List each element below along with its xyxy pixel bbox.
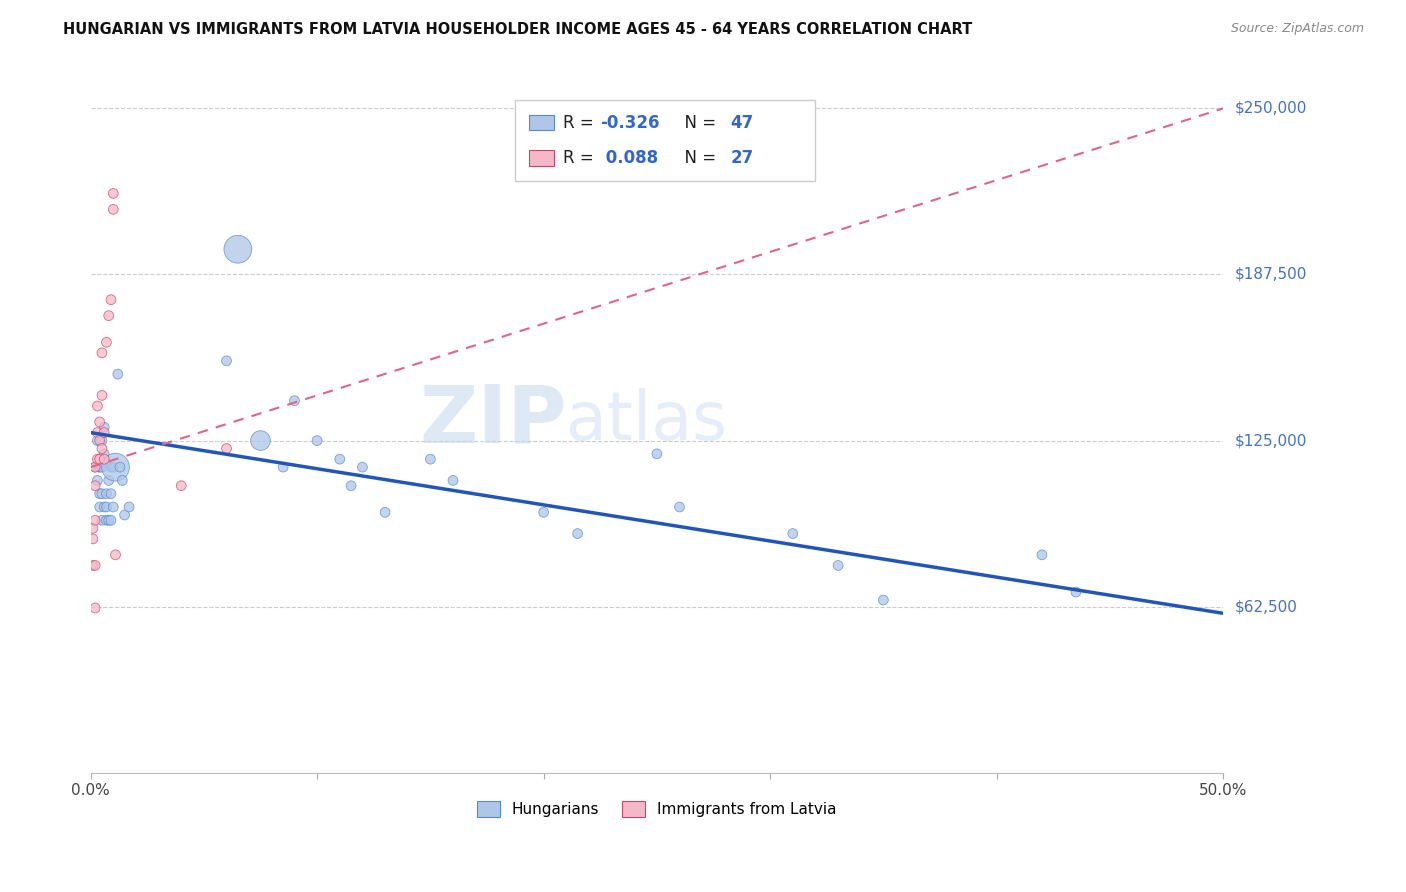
Point <box>84 460 107 475</box>
Point <box>96 486 118 500</box>
Point <box>108 460 131 475</box>
Point <box>93 500 115 514</box>
Point <box>1064 585 1087 599</box>
Text: $125,000: $125,000 <box>1234 433 1306 448</box>
Point <box>96 513 118 527</box>
Point <box>91 513 114 527</box>
Point <box>100 293 122 307</box>
Point <box>84 513 107 527</box>
Point <box>86 474 108 488</box>
Point <box>283 393 305 408</box>
Point <box>226 242 249 256</box>
Point <box>827 558 849 573</box>
Point <box>91 460 114 475</box>
Point <box>96 500 118 514</box>
Point <box>93 447 115 461</box>
Point <box>91 486 114 500</box>
Point <box>97 513 120 527</box>
Point <box>103 202 125 217</box>
Point <box>89 415 111 429</box>
Text: N =: N = <box>673 149 721 167</box>
Point <box>114 508 136 522</box>
Point <box>104 548 127 562</box>
Point <box>249 434 271 448</box>
Point <box>782 526 804 541</box>
Point <box>86 452 108 467</box>
FancyBboxPatch shape <box>516 100 815 181</box>
Point <box>645 447 668 461</box>
FancyBboxPatch shape <box>529 150 554 166</box>
Text: 27: 27 <box>731 149 754 167</box>
Text: R =: R = <box>562 149 599 167</box>
Point <box>419 452 441 467</box>
Text: $62,500: $62,500 <box>1234 599 1298 615</box>
Point <box>89 434 111 448</box>
Point <box>1031 548 1053 562</box>
Point <box>86 434 108 448</box>
Point <box>103 500 125 514</box>
Point <box>215 442 238 456</box>
Point <box>91 434 114 448</box>
Point <box>352 460 374 475</box>
Text: N =: N = <box>673 114 721 132</box>
Point <box>100 460 122 475</box>
Point <box>441 474 464 488</box>
Point <box>89 460 111 475</box>
Point <box>100 513 122 527</box>
Point <box>107 367 129 381</box>
Text: $250,000: $250,000 <box>1234 101 1306 116</box>
Point <box>86 399 108 413</box>
Point <box>89 500 111 514</box>
Point <box>118 500 141 514</box>
Text: Source: ZipAtlas.com: Source: ZipAtlas.com <box>1230 22 1364 36</box>
Text: R =: R = <box>562 114 599 132</box>
Text: 0.088: 0.088 <box>600 149 658 167</box>
Point <box>307 434 329 448</box>
Text: $187,500: $187,500 <box>1234 267 1306 282</box>
Point <box>93 452 115 467</box>
Point <box>91 346 114 360</box>
Point <box>271 460 294 475</box>
Point <box>170 479 193 493</box>
Point <box>91 388 114 402</box>
Point <box>103 460 125 475</box>
Point <box>84 558 107 573</box>
Point <box>340 479 363 493</box>
Point <box>93 420 115 434</box>
Point <box>96 335 118 350</box>
Point <box>329 452 352 467</box>
Point <box>872 593 894 607</box>
Point <box>82 532 104 546</box>
Point <box>82 521 104 535</box>
Text: -0.326: -0.326 <box>600 114 659 132</box>
Point <box>97 309 120 323</box>
Legend: Hungarians, Immigrants from Latvia: Hungarians, Immigrants from Latvia <box>470 794 845 825</box>
Point <box>100 486 122 500</box>
Point <box>84 479 107 493</box>
Point <box>104 460 127 475</box>
Point <box>103 186 125 201</box>
Point <box>97 474 120 488</box>
Text: 47: 47 <box>731 114 754 132</box>
Point <box>111 474 134 488</box>
Point <box>84 460 107 475</box>
Point <box>374 505 396 519</box>
FancyBboxPatch shape <box>529 115 554 130</box>
Point <box>215 354 238 368</box>
Text: atlas: atlas <box>567 388 727 454</box>
Point <box>567 526 589 541</box>
Text: HUNGARIAN VS IMMIGRANTS FROM LATVIA HOUSEHOLDER INCOME AGES 45 - 64 YEARS CORREL: HUNGARIAN VS IMMIGRANTS FROM LATVIA HOUS… <box>63 22 973 37</box>
Point <box>91 442 114 456</box>
Point <box>84 601 107 615</box>
Point <box>93 425 115 440</box>
Point <box>86 425 108 440</box>
Text: ZIP: ZIP <box>419 382 567 459</box>
Point <box>668 500 690 514</box>
Point <box>533 505 555 519</box>
Point <box>89 452 111 467</box>
Point <box>82 558 104 573</box>
Point <box>89 460 111 475</box>
Point <box>89 486 111 500</box>
